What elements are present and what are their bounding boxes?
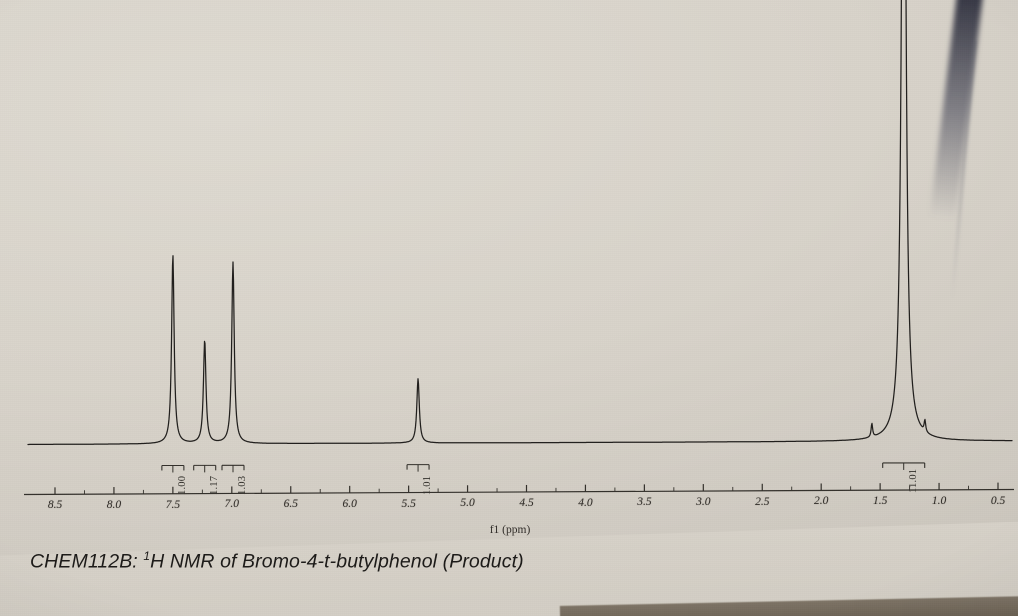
integral-value: 1.00	[176, 476, 188, 496]
axis-tick-label: 7.5	[165, 498, 181, 511]
figure-caption: CHEM112B: 1H NMR of Bromo-4-t-butylpheno…	[30, 549, 524, 574]
axis-tick-label: 6.0	[342, 497, 357, 510]
caption-course: CHEM112B:	[30, 550, 138, 573]
axis-tick-label: 2.5	[755, 495, 770, 508]
axis-tick-label: 8.0	[106, 499, 122, 512]
axis-title: f1 (ppm)	[489, 524, 531, 536]
caption-rest: -butylphenol (Product)	[329, 550, 524, 573]
axis-tick-label: 7.0	[224, 498, 239, 511]
axis-tick-label: 1.0	[931, 494, 947, 507]
axis-tick-label: 4.5	[519, 496, 534, 509]
axis-tick-label: 5.0	[460, 497, 475, 510]
integral-brackets	[161, 462, 926, 473]
spectrum-trace	[27, 0, 1013, 446]
axis-tick-label: 5.5	[401, 497, 416, 510]
axis-tick-label: 8.5	[47, 499, 63, 512]
integral-value: 1.17	[208, 476, 220, 496]
axis-baseline	[23, 488, 1015, 496]
axis-tick-label: 6.5	[283, 498, 298, 511]
integral-value: 11.01	[907, 468, 919, 493]
axis-tick-label: 3.0	[696, 496, 711, 509]
axis-tick-label: 4.0	[578, 496, 593, 509]
integral-value: 1.03	[236, 476, 248, 496]
axis-tick-label: 3.5	[637, 496, 652, 509]
axis-tick-label: 1.5	[872, 495, 888, 508]
axis-ticks	[54, 482, 999, 495]
spectrum-trace-group	[27, 0, 1013, 446]
axis-group	[23, 482, 1015, 496]
caption-superscript: 1	[143, 549, 151, 563]
caption-italic-t: t	[324, 550, 330, 573]
caption-nucleus: H NMR of Bromo-4-	[150, 550, 325, 573]
axis-tick-label: 2.0	[814, 495, 829, 508]
integral-value: 1.01	[422, 475, 434, 495]
axis-tick-label: 0.5	[990, 494, 1006, 507]
